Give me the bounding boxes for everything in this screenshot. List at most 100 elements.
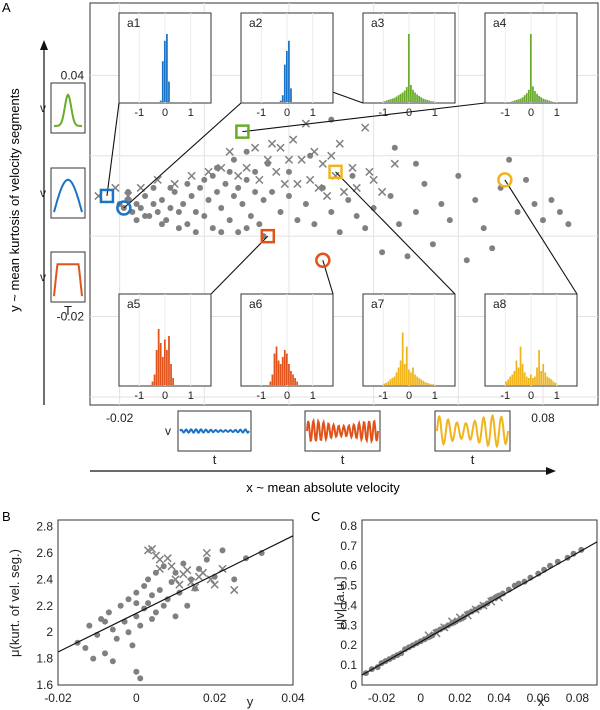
inset-a8: a8 -1 0 1 bbox=[484, 293, 578, 402]
panel-a-dot-point bbox=[133, 201, 140, 207]
histogram-bar bbox=[525, 376, 528, 385]
histogram-bar bbox=[426, 382, 429, 385]
inset-tick-label: 0 bbox=[406, 390, 412, 402]
inset-a3: a3 -1 0 1 bbox=[362, 12, 456, 119]
panel-a-cross-point bbox=[390, 159, 399, 168]
inset-tick-label: -1 bbox=[256, 390, 266, 402]
panel-a-dot-point bbox=[226, 168, 233, 175]
panel-a-tick-labels: 0.04 -0.02 -0.02 0.08 bbox=[57, 68, 555, 425]
connector-line-a4 bbox=[242, 102, 486, 133]
panel-a-dot-point bbox=[235, 229, 242, 236]
panel-a-y-tick: 0.04 bbox=[61, 68, 85, 82]
histogram-bar bbox=[290, 88, 292, 102]
inset-label: a7 bbox=[371, 297, 385, 311]
profile-frame bbox=[50, 82, 86, 134]
panel-a-dot-point bbox=[188, 192, 195, 199]
histogram-bar bbox=[285, 51, 288, 102]
histogram-bar bbox=[385, 100, 388, 102]
histogram-bar bbox=[159, 343, 162, 385]
histogram-bar bbox=[275, 346, 278, 385]
inset-tick-label: -1 bbox=[500, 107, 510, 119]
trace-t-label: t bbox=[341, 452, 345, 467]
panel-b-dot-point bbox=[172, 569, 179, 576]
panel-c-y-tick: 0.5 bbox=[340, 579, 357, 593]
panel-a-cross-point bbox=[170, 179, 179, 189]
panel-b-dot-point bbox=[125, 596, 132, 603]
panel-a-cross-point bbox=[284, 155, 294, 164]
panel-c-cross-point bbox=[455, 613, 465, 622]
panel-a-dot-point bbox=[252, 188, 259, 195]
velocity-trace-yellow: t bbox=[434, 410, 511, 467]
panel-a-dot-point bbox=[222, 180, 229, 187]
panel-a-dot-point bbox=[565, 221, 572, 228]
panel-b-dot-point bbox=[117, 602, 124, 609]
panel-a-cross-point bbox=[348, 163, 357, 172]
panel-b-cross-point bbox=[147, 544, 157, 554]
panel-a-dot-point bbox=[531, 201, 538, 207]
panel-a-dot-point bbox=[277, 209, 284, 216]
panel-b-dot-point bbox=[141, 583, 148, 589]
panel-a-dot-point bbox=[455, 172, 462, 179]
inset-a1: a1 -1 0 1 bbox=[118, 12, 212, 119]
panel-c-x-tick: 0.02 bbox=[448, 691, 472, 705]
histogram-bar bbox=[509, 376, 512, 385]
histogram-bar bbox=[290, 371, 292, 385]
panel-b-cross-point bbox=[206, 575, 215, 584]
panel-a-cross-point bbox=[365, 167, 374, 176]
profile-v-label: v bbox=[40, 101, 46, 115]
panel-a-label: A bbox=[2, 0, 11, 15]
inset-tick-label: 0 bbox=[284, 107, 290, 119]
panel-a-cross-point bbox=[187, 171, 196, 180]
histogram-bar bbox=[527, 378, 530, 385]
histogram-bar bbox=[166, 350, 168, 385]
panel-a-dot-point bbox=[175, 209, 182, 216]
panel-a-dot-point bbox=[328, 209, 335, 216]
panel-b-y-tick: 2.4 bbox=[36, 572, 53, 586]
histogram-bar bbox=[416, 376, 418, 385]
panel-a-dot-point bbox=[556, 209, 563, 216]
histogram-bar bbox=[281, 95, 284, 102]
histogram-bar bbox=[391, 98, 394, 102]
x-axis-arrowhead bbox=[546, 467, 556, 475]
trace-t-label: t bbox=[471, 452, 475, 467]
histogram-bar bbox=[389, 379, 392, 385]
panel-a-histogram-insets: a1 -1 0 1 a2 -1 0 1 a3 -1 0 1 a4 -1 0 1 a5 -1 0 1 a6 -1 0 1 a7 -1… bbox=[118, 12, 578, 402]
histogram-bar bbox=[399, 360, 402, 385]
panel-b-dot-point bbox=[102, 650, 108, 657]
panel-b-dot-point bbox=[168, 579, 175, 586]
panel-a-dot-point bbox=[319, 184, 326, 191]
panel-a-dot-point bbox=[171, 188, 178, 195]
trace-v-label: v bbox=[165, 424, 171, 438]
histogram-bar bbox=[505, 381, 507, 385]
panel-c-x-label: x bbox=[538, 694, 545, 709]
panel-b-dot-point bbox=[86, 622, 93, 629]
histogram-bar bbox=[534, 376, 536, 385]
histogram-bar bbox=[403, 90, 406, 102]
panel-b-dot-point bbox=[137, 675, 144, 682]
histogram-bar bbox=[542, 98, 545, 102]
panel-c-y-label: μ|v| [a.u.] bbox=[332, 576, 347, 629]
velocity-profile-arch: v bbox=[40, 167, 86, 219]
connector-line-a5 bbox=[210, 235, 269, 295]
panel-b-dot-point bbox=[149, 592, 155, 599]
panel-a-cross-point bbox=[306, 175, 315, 185]
histogram-bar bbox=[393, 97, 396, 102]
panel-b-dot-point bbox=[102, 618, 108, 625]
panel-a-dot-point bbox=[256, 221, 263, 228]
profile-curve bbox=[54, 93, 82, 127]
histogram-bar bbox=[157, 329, 160, 385]
panel-a-dot-point bbox=[192, 209, 199, 216]
histogram-bar bbox=[277, 360, 280, 385]
panel-b-dot-point bbox=[133, 613, 140, 620]
highlight-circle-a8 bbox=[497, 172, 513, 188]
panel-a-dot-point bbox=[446, 217, 453, 224]
histogram-bar bbox=[387, 381, 390, 385]
histogram-bar bbox=[281, 357, 284, 385]
panel-c-y-tick: 0.3 bbox=[340, 618, 357, 632]
panel-c-y-tick: 0.2 bbox=[340, 638, 357, 652]
panel-a-dot-point bbox=[230, 192, 237, 199]
inset-tick-label: 0 bbox=[528, 107, 534, 119]
panel-b-cross-point bbox=[202, 548, 211, 558]
panel-a-dot-point bbox=[142, 213, 149, 220]
